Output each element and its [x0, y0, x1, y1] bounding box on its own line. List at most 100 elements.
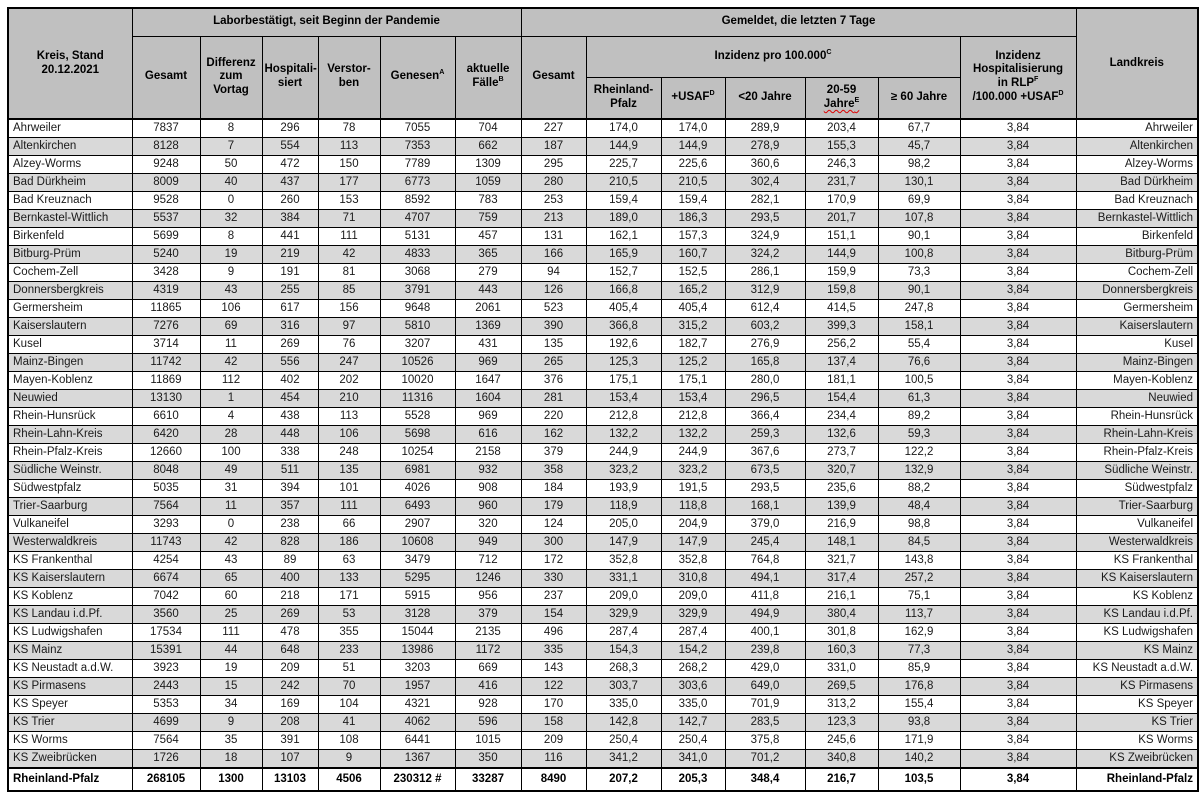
cell-aktuelle-faelle: 928 — [454, 695, 522, 714]
cell-hospitalisiert: 208 — [261, 713, 319, 732]
cell-differenz-zum-vortag: 69 — [199, 317, 263, 336]
cell-hospitalisiert: 556 — [261, 353, 319, 372]
landkreis-cell: Bad Kreuznach — [1075, 191, 1199, 210]
cell-gesamt: 3560 — [131, 605, 201, 624]
cell-genesen: 3068 — [379, 263, 456, 282]
cell-inzidenz-20-59: 123,3 — [804, 713, 879, 732]
cell-inzidenz-60-plus: 100,8 — [877, 245, 961, 264]
header-verstorben: Verstor-ben — [317, 35, 381, 120]
cell-differenz-zum-vortag: 18 — [199, 749, 263, 769]
cell-differenz-zum-vortag: 34 — [199, 695, 263, 714]
cell-inzidenz-rlp: 174,0 — [585, 118, 662, 138]
cell-inzidenz-rlp: 405,4 — [585, 299, 662, 318]
cell-inzidenz-60-plus: 257,2 — [877, 569, 961, 588]
cell-gesamt-7-tage: 280 — [520, 173, 587, 192]
cell-inzidenz-rlp: 166,8 — [585, 281, 662, 300]
cell-inzidenz-hospitalisierung: 3,84 — [959, 551, 1077, 570]
covid-report-table: Kreis, Stand 20.12.2021 Laborbestätigt, se… — [7, 7, 1200, 792]
table-row: KS Neustadt a.d.W. 3923 19 209 51 3203 669 143 2… — [7, 659, 1199, 678]
cell-aktuelle-faelle: 320 — [454, 515, 522, 534]
cell-differenz-zum-vortag: 49 — [199, 461, 263, 480]
cell-differenz-zum-vortag: 42 — [199, 533, 263, 552]
cell-inzidenz-rlp: 147,9 — [585, 533, 662, 552]
cell-inzidenz-unter-20: 239,8 — [724, 641, 806, 660]
cell-differenz-zum-vortag: 111 — [199, 623, 263, 642]
cell-hospitalisiert: 384 — [261, 209, 319, 228]
cell-aktuelle-faelle: 1369 — [454, 317, 522, 336]
cell-inzidenz-usaf: 212,8 — [660, 407, 726, 426]
cell-inzidenz-20-59: 273,7 — [804, 443, 879, 462]
cell-genesen: 9648 — [379, 299, 456, 318]
cell-hospitalisiert: 400 — [261, 569, 319, 588]
cell-inzidenz-usaf: 244,9 — [660, 443, 726, 462]
table-row: Ahrweiler 7837 8 296 78 7055 704 227 174,0 174,0 2… — [7, 118, 1199, 138]
cell-verstorben: 355 — [317, 623, 381, 642]
cell-genesen: 6493 — [379, 497, 456, 516]
cell-gesamt-7-tage: 179 — [520, 497, 587, 516]
cell-genesen: 3203 — [379, 659, 456, 678]
cell-differenz-zum-vortag: 9 — [199, 713, 263, 732]
cell-genesen: 1367 — [379, 749, 456, 769]
cell-inzidenz-rlp: 142,8 — [585, 713, 662, 732]
kreis-cell: KS Frankenthal — [7, 551, 133, 570]
kreis-cell: Südliche Weinstr. — [7, 461, 133, 480]
cell-inzidenz-hospitalisierung: 3,84 — [959, 335, 1077, 354]
cell-verstorben: 248 — [317, 443, 381, 462]
cell-inzidenz-rlp: 303,7 — [585, 677, 662, 696]
cell-inzidenz-rlp: 192,6 — [585, 335, 662, 354]
landkreis-cell: Alzey-Worms — [1075, 155, 1199, 174]
cell-gesamt-7-tage: 220 — [520, 407, 587, 426]
kreis-cell: Birkenfeld — [7, 227, 133, 246]
cell-genesen: 3207 — [379, 335, 456, 354]
cell-inzidenz-20-59: 313,2 — [804, 695, 879, 714]
cell-inzidenz-hospitalisierung: 3,84 — [959, 281, 1077, 300]
cell-verstorben: 133 — [317, 569, 381, 588]
cell-inzidenz-usaf: 329,9 — [660, 605, 726, 624]
cell-inzidenz-20-59: 320,7 — [804, 461, 879, 480]
cell-inzidenz-rlp: 152,7 — [585, 263, 662, 282]
cell-aktuelle-faelle: 956 — [454, 587, 522, 606]
cell-inzidenz-usaf: 191,5 — [660, 479, 726, 498]
landkreis-cell: Kusel — [1075, 335, 1199, 354]
cell-inzidenz-hospitalisierung: 3,84 — [959, 569, 1077, 588]
cell-aktuelle-faelle: 416 — [454, 677, 522, 696]
cell-inzidenz-20-59: 203,4 — [804, 118, 879, 138]
landkreis-cell: Rheinland-Pfalz — [1075, 767, 1199, 792]
cell-inzidenz-usaf: 154,2 — [660, 641, 726, 660]
cell-differenz-zum-vortag: 25 — [199, 605, 263, 624]
header-inzidenz-rlp: Rheinland- Pfalz — [585, 76, 662, 120]
cell-inzidenz-20-59: 234,4 — [804, 407, 879, 426]
cell-inzidenz-usaf: 157,3 — [660, 227, 726, 246]
cell-hospitalisiert: 472 — [261, 155, 319, 174]
cell-gesamt: 3714 — [131, 335, 201, 354]
cell-inzidenz-60-plus: 100,5 — [877, 371, 961, 390]
kreis-cell: Mainz-Bingen — [7, 353, 133, 372]
cell-inzidenz-rlp: 205,0 — [585, 515, 662, 534]
cell-inzidenz-60-plus: 155,4 — [877, 695, 961, 714]
cell-inzidenz-hospitalisierung: 3,84 — [959, 713, 1077, 732]
cell-gesamt-7-tage: 330 — [520, 569, 587, 588]
cell-inzidenz-usaf: 152,5 — [660, 263, 726, 282]
cell-inzidenz-60-plus: 55,4 — [877, 335, 961, 354]
cell-hospitalisiert: 269 — [261, 605, 319, 624]
cell-aktuelle-faelle: 949 — [454, 533, 522, 552]
kreis-cell: Kaiserslautern — [7, 317, 133, 336]
cell-inzidenz-60-plus: 90,1 — [877, 281, 961, 300]
landkreis-cell: Kaiserslautern — [1075, 317, 1199, 336]
kreis-cell: Mayen-Koblenz — [7, 371, 133, 390]
table-row: Bitburg-Prüm 5240 19 219 42 4833 365 166 165,9 16… — [7, 245, 1199, 264]
landkreis-cell: KS Mainz — [1075, 641, 1199, 660]
cell-genesen: 4062 — [379, 713, 456, 732]
cell-differenz-zum-vortag: 32 — [199, 209, 263, 228]
cell-inzidenz-usaf: 205,3 — [660, 767, 726, 792]
footnote-marker: D — [709, 89, 715, 98]
cell-inzidenz-usaf: 341,0 — [660, 749, 726, 769]
cell-hospitalisiert: 107 — [261, 749, 319, 769]
table-row: Kusel 3714 11 269 76 3207 431 135 192,6 182,7 276,… — [7, 335, 1199, 354]
header-inzidenz-20-59: 20-59 JahreE — [804, 76, 879, 120]
cell-inzidenz-usaf: 159,4 — [660, 191, 726, 210]
cell-gesamt: 11742 — [131, 353, 201, 372]
cell-gesamt-7-tage: 124 — [520, 515, 587, 534]
cell-gesamt-7-tage: 184 — [520, 479, 587, 498]
cell-verstorben: 186 — [317, 533, 381, 552]
